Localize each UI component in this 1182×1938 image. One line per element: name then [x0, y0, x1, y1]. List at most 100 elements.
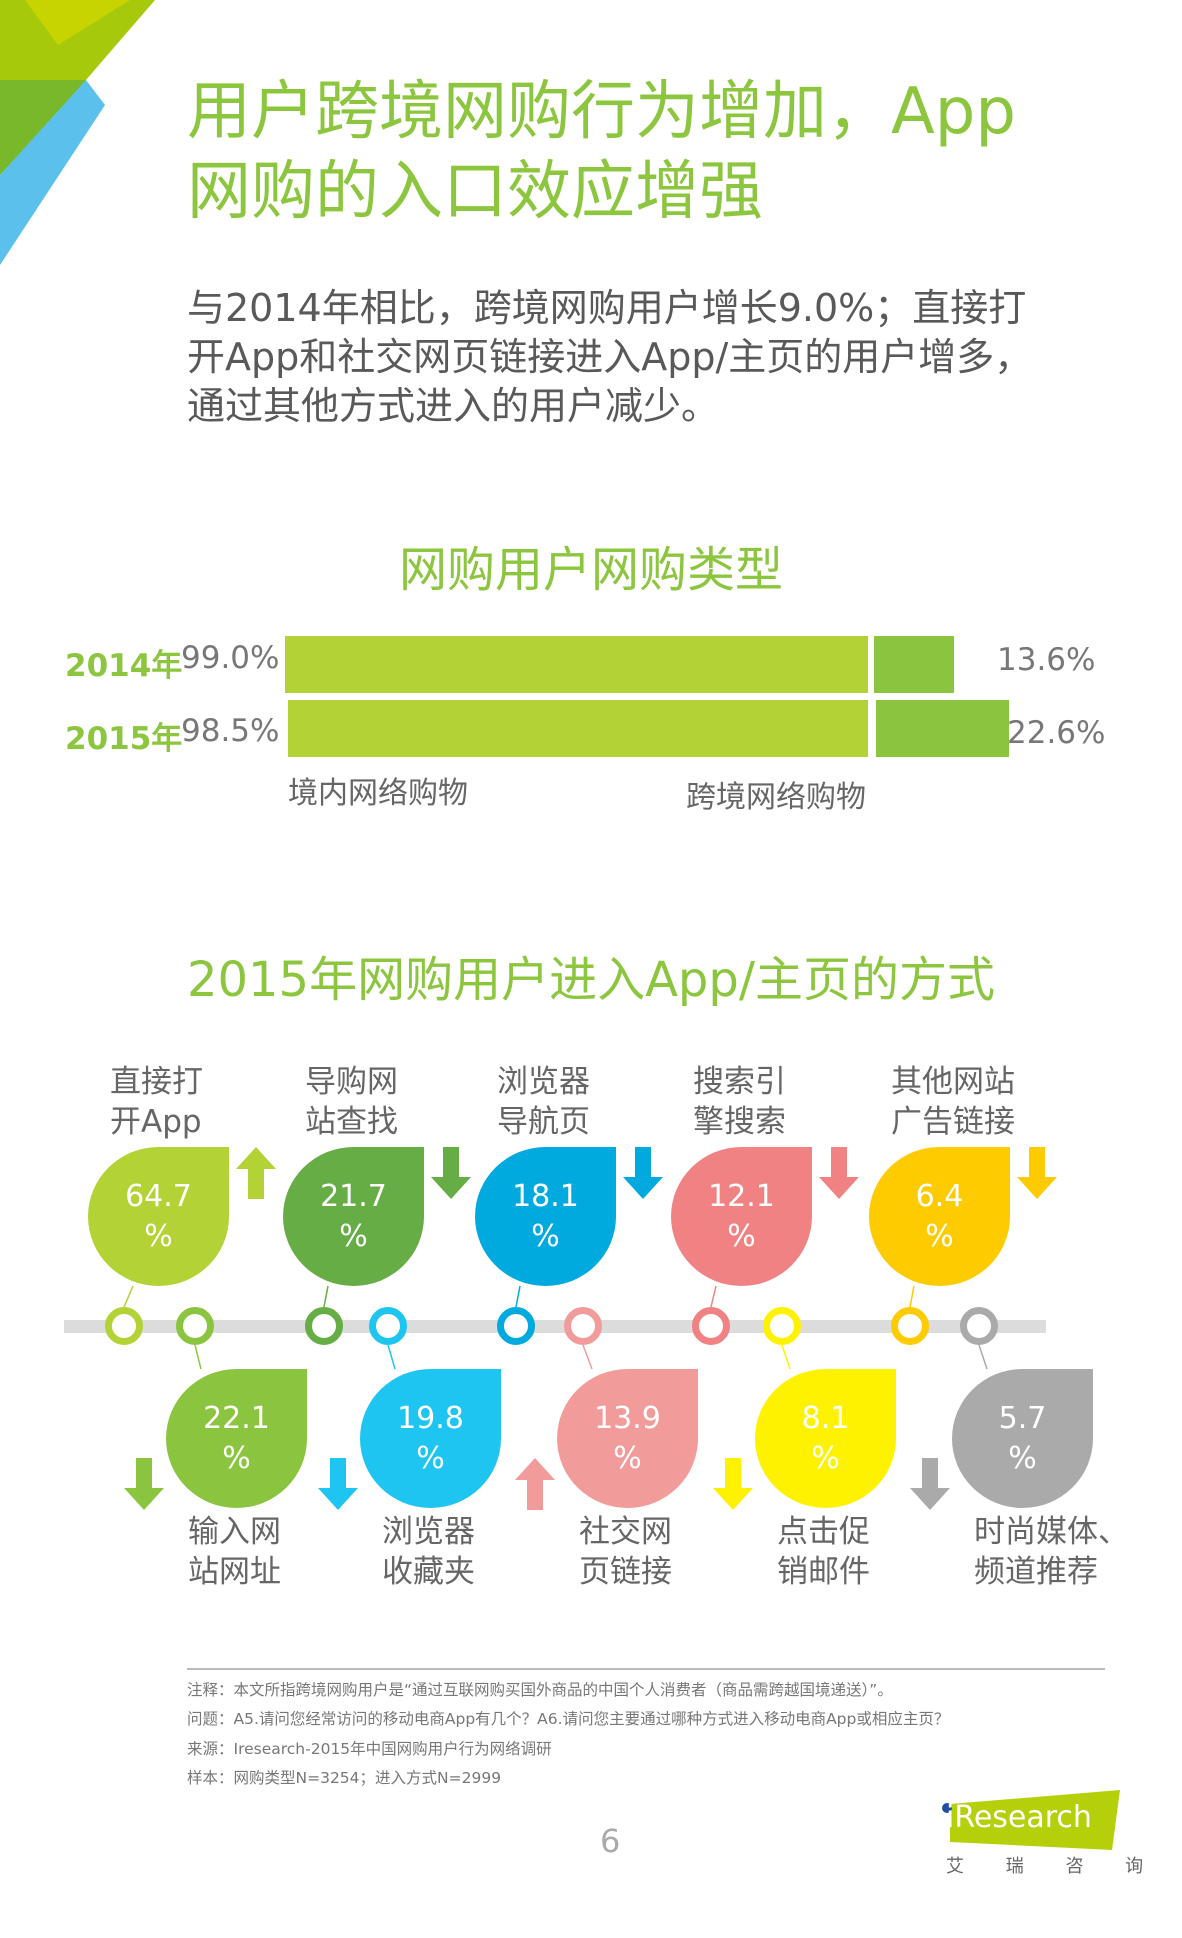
logo-cn: 艾 瑞 咨 询 — [946, 1856, 1162, 1877]
method-value: 19.8 — [397, 1400, 464, 1436]
method-drop: 64.7% — [88, 1147, 229, 1286]
arrow-down-icon — [713, 1458, 753, 1510]
page-subtitle: 与2014年相比，跨境网购用户增长9.0%；直接打 开App和社交网页链接进入A… — [187, 284, 1107, 431]
arrow-down-icon — [124, 1458, 164, 1510]
timeline-node — [176, 1307, 214, 1345]
method-label-line: 页链接 — [579, 1554, 672, 1590]
timeline-node — [960, 1307, 998, 1345]
method-label-line: 时尚媒体、 — [974, 1514, 1129, 1550]
connector-line — [909, 1285, 915, 1308]
connector-line — [387, 1344, 396, 1370]
method-label: 时尚媒体、 频道推荐 — [974, 1512, 1129, 1592]
footnote: 注释：本文所指跨境网购用户是“通过互联网购买国外商品的中国个人消费者（商品需跨越… — [187, 1681, 893, 1699]
arrow-down-icon — [1017, 1147, 1057, 1199]
method-value: 8.1 — [801, 1400, 850, 1436]
corner-decoration — [0, 0, 155, 265]
connector-line — [781, 1344, 791, 1370]
method-unit: % — [925, 1218, 954, 1254]
method-label-line: 开App — [110, 1104, 202, 1140]
arrow-down-icon — [819, 1147, 859, 1199]
method-label-line: 导购网 — [305, 1064, 398, 1100]
chart2-title: 2015年网购用户进入App/主页的方式 — [186, 952, 996, 1008]
arrow-down-icon — [318, 1458, 358, 1510]
method-drop: 21.7% — [283, 1147, 424, 1286]
arrow-down-icon — [431, 1147, 471, 1199]
arrow-down-icon — [623, 1147, 663, 1199]
connector-line — [123, 1285, 134, 1308]
method-value: 21.7 — [320, 1178, 387, 1214]
iresearch-logo: iResearch 艾 瑞 咨 询 — [942, 1790, 1143, 1880]
arrow-down-icon — [910, 1458, 950, 1510]
method-label-line: 其他网站 — [891, 1064, 1015, 1100]
connector-line — [582, 1344, 593, 1370]
method-drop: 6.4% — [869, 1147, 1010, 1286]
cross-value-label: 13.6% — [997, 642, 1096, 678]
method-value: 13.9 — [594, 1400, 661, 1436]
method-unit: % — [727, 1218, 756, 1254]
connector-line — [978, 1344, 988, 1370]
domestic-value-label: 98.5% — [181, 713, 280, 749]
method-label: 点击促 销邮件 — [777, 1512, 870, 1592]
timeline-node — [891, 1307, 929, 1345]
method-unit: % — [416, 1440, 445, 1476]
method-label-line: 收藏夹 — [382, 1554, 475, 1590]
method-label: 输入网 站网址 — [188, 1512, 281, 1592]
sample-note: 样本：网购类型N=3254；进入方式N=2999 — [187, 1769, 502, 1787]
cross-value-label: 22.6% — [1007, 715, 1106, 751]
subtitle-line: 与2014年相比，跨境网购用户增长9.0%；直接打 — [187, 286, 1027, 330]
method-label: 直接打 开App — [110, 1062, 203, 1142]
timeline-node — [105, 1307, 143, 1345]
method-label-line: 社交网 — [579, 1514, 672, 1550]
source-note: 来源：Iresearch-2015年中国网购用户行为网络调研 — [187, 1740, 552, 1758]
bar-cross-2014 — [874, 636, 955, 693]
bar-domestic-2014 — [285, 636, 869, 693]
method-value: 22.1 — [203, 1400, 270, 1436]
method-unit: % — [1008, 1440, 1037, 1476]
method-label: 浏览器 导航页 — [497, 1062, 590, 1142]
bar-domestic-2015 — [288, 700, 869, 757]
page-number: 6 — [600, 1822, 621, 1860]
year-label: 2014年 — [65, 648, 183, 684]
timeline-node — [763, 1307, 801, 1345]
footer-divider — [187, 1668, 1105, 1670]
method-drop: 5.7% — [952, 1369, 1093, 1508]
subtitle-line: 开App和社交网页链接进入App/主页的用户增多， — [187, 335, 1033, 379]
method-label: 浏览器 收藏夹 — [382, 1512, 475, 1592]
method-label: 搜索引 擎搜索 — [693, 1062, 786, 1142]
method-label-line: 点击促 — [777, 1514, 870, 1550]
connector-line — [194, 1344, 202, 1370]
method-label: 导购网 站查找 — [305, 1062, 398, 1142]
method-label-line: 输入网 — [188, 1514, 281, 1550]
connector-line — [323, 1285, 329, 1308]
method-unit: % — [531, 1218, 560, 1254]
logo-text: iResearch — [946, 1800, 1092, 1835]
method-drop: 12.1% — [671, 1147, 812, 1286]
method-label-line: 浏览器 — [382, 1514, 475, 1550]
connector-line — [710, 1285, 717, 1308]
timeline-node — [564, 1307, 602, 1345]
method-value: 5.7 — [998, 1400, 1047, 1436]
method-value: 6.4 — [915, 1178, 964, 1214]
method-drop: 22.1% — [166, 1369, 307, 1508]
method-unit: % — [613, 1440, 642, 1476]
method-label-line: 站网址 — [188, 1554, 281, 1590]
title-line: 用户跨境网购行为增加，App — [187, 75, 1017, 149]
method-value: 18.1 — [512, 1178, 579, 1214]
method-label-line: 浏览器 — [497, 1064, 590, 1100]
method-label-line: 擎搜索 — [693, 1104, 786, 1140]
method-unit: % — [144, 1218, 173, 1254]
timeline-node — [692, 1307, 730, 1345]
question-note: 问题：A5.请问您经常访问的移动电商App有几个？A6.请问您主要通过哪种方式进… — [187, 1710, 950, 1728]
method-label-line: 导航页 — [497, 1104, 590, 1140]
method-label-line: 频道推荐 — [974, 1554, 1098, 1590]
domestic-value-label: 99.0% — [181, 640, 280, 676]
method-value: 12.1 — [708, 1178, 775, 1214]
method-value: 64.7 — [125, 1178, 192, 1214]
title-line: 网购的入口效应增强 — [187, 155, 763, 229]
legend-domestic: 境内网络购物 — [288, 776, 468, 811]
timeline-node — [305, 1307, 343, 1345]
method-drop: 13.9% — [557, 1369, 698, 1508]
method-label: 社交网 页链接 — [579, 1512, 672, 1592]
chart1-title: 网购用户网购类型 — [398, 542, 783, 598]
